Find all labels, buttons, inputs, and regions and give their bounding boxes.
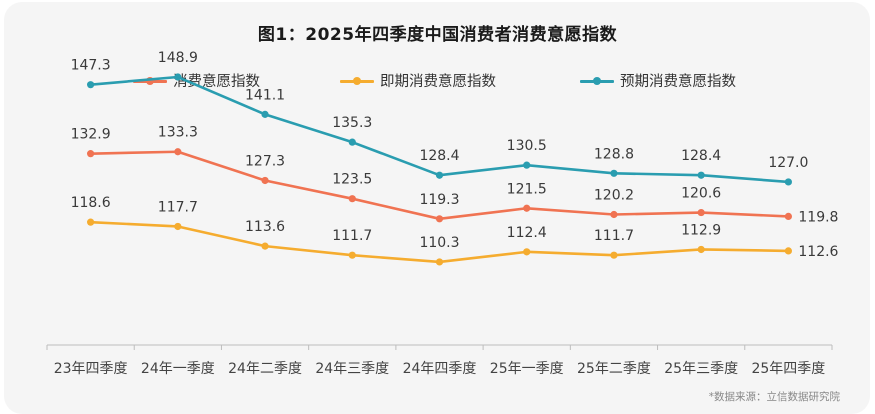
legend-label-expected-index: 预期消费意愿指数 [620, 74, 736, 90]
data-point [261, 110, 269, 118]
data-label: 128.8 [594, 146, 634, 162]
data-label: 132.9 [71, 127, 111, 143]
data-point [174, 222, 182, 231]
data-point [435, 171, 444, 179]
data-point [348, 195, 356, 203]
legend-item-immediate-index: 即期消费意愿指数 [340, 70, 496, 91]
data-point [523, 204, 531, 212]
data-point [435, 215, 444, 223]
data-point [174, 148, 182, 156]
x-tick-label: 24年二季度 [228, 361, 302, 377]
data-label: 112.6 [798, 244, 838, 260]
data-label: 111.7 [594, 228, 634, 244]
data-label: 112.9 [681, 222, 721, 238]
data-label: 147.3 [71, 58, 111, 74]
data-label: 127.0 [768, 155, 808, 171]
data-point [348, 138, 356, 146]
data-label: 135.3 [332, 115, 372, 131]
legend-item-expected-index: 预期消费意愿指数 [580, 70, 736, 91]
data-label: 119.3 [419, 192, 459, 208]
data-label: 120.2 [594, 187, 634, 203]
x-tick-label: 25年一季度 [490, 361, 564, 377]
x-tick-label: 25年三季度 [664, 361, 738, 377]
data-point [610, 210, 618, 219]
data-point [610, 251, 618, 259]
chart-title: 图1：2025年四季度中国消费者消费意愿指数 [257, 25, 618, 45]
data-label: 133.3 [158, 125, 198, 141]
data-point [435, 258, 444, 266]
legend-label-consumption-index: 消费意愿指数 [173, 74, 260, 90]
data-point [784, 178, 792, 186]
data-point [697, 171, 705, 179]
data-label: 141.1 [245, 87, 285, 103]
data-point [174, 73, 182, 81]
data-label: 119.8 [798, 209, 838, 225]
legend-swatch-expected-index [580, 75, 614, 87]
legend-label-immediate-index: 即期消费意愿指数 [380, 74, 496, 90]
data-label: 128.4 [419, 148, 459, 164]
data-point [523, 161, 531, 169]
data-point [523, 248, 531, 256]
x-tick-label: 24年一季度 [141, 361, 215, 377]
data-label: 148.9 [158, 50, 198, 66]
data-label: 123.5 [332, 172, 372, 188]
data-label: 110.3 [419, 235, 459, 251]
data-point [697, 245, 705, 254]
data-point [87, 81, 95, 89]
data-point [697, 208, 705, 217]
data-label: 113.6 [245, 219, 285, 235]
data-label: 121.5 [507, 181, 547, 197]
data-label: 127.3 [245, 153, 285, 169]
source-note: *数据来源：立信数据研究院 [708, 391, 840, 403]
data-point [261, 242, 269, 250]
data-point [261, 176, 269, 185]
data-point [784, 247, 792, 255]
data-point [87, 150, 95, 158]
legend-swatch-immediate-index [340, 75, 374, 87]
data-point [784, 212, 792, 221]
data-label: 117.7 [158, 199, 198, 215]
data-label: 120.6 [681, 186, 721, 202]
data-label: 118.6 [71, 195, 111, 211]
x-tick-label: 23年四季度 [54, 361, 128, 377]
data-label: 128.4 [681, 148, 721, 164]
data-point [87, 218, 95, 226]
x-tick-label: 25年二季度 [577, 361, 651, 377]
data-point [610, 169, 618, 177]
x-tick-label: 24年三季度 [315, 361, 389, 377]
data-label: 130.5 [507, 138, 547, 154]
data-point [348, 251, 356, 259]
data-label: 111.7 [332, 228, 372, 244]
x-tick-label: 24年四季度 [403, 361, 477, 377]
data-label: 112.4 [507, 225, 547, 241]
x-tick-label: 25年四季度 [751, 361, 825, 377]
